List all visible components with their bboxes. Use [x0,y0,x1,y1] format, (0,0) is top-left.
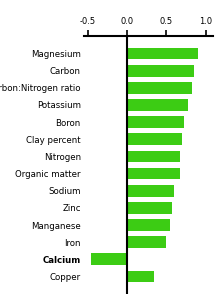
Bar [127,236,166,248]
Bar [127,116,183,128]
Bar [92,254,127,265]
Bar [127,134,182,145]
Bar [127,202,172,214]
Bar [127,219,170,231]
Bar [127,48,198,59]
Bar [127,99,188,111]
Bar [127,185,174,197]
Bar [127,168,180,179]
Bar [127,271,154,282]
Bar [127,82,192,94]
Bar [127,65,194,76]
Bar [127,151,180,162]
